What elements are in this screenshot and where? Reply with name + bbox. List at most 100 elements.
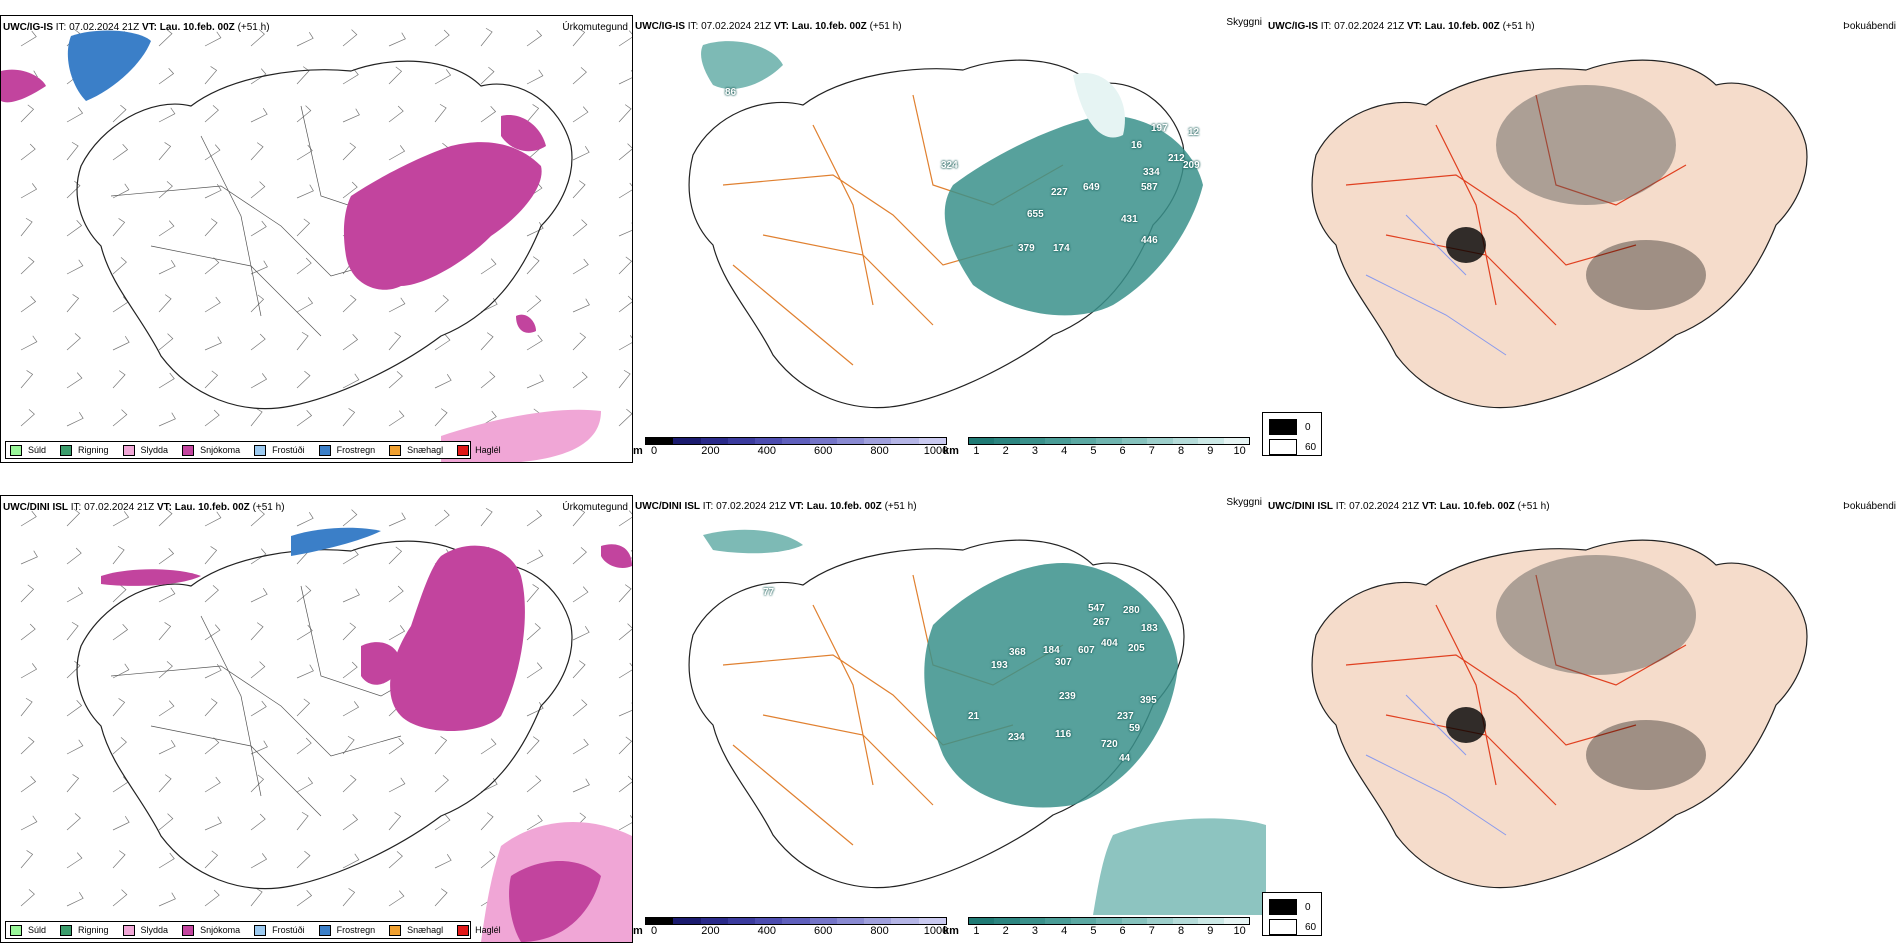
wind-barb xyxy=(388,890,405,907)
visibility-value-label: 307 xyxy=(1055,657,1072,668)
wind-barb xyxy=(572,508,586,527)
wind-barb xyxy=(342,29,358,47)
wind-barb xyxy=(112,584,127,603)
wind-barb xyxy=(204,546,218,565)
legend-label: Frostúði xyxy=(272,445,305,455)
colorbar-step xyxy=(918,438,946,444)
wind-barb xyxy=(204,850,219,869)
wind-barb xyxy=(296,297,314,313)
wind-barb xyxy=(250,509,265,527)
visibility-value-label: 655 xyxy=(1027,209,1044,220)
wind-barb xyxy=(296,184,314,199)
legend-swatch xyxy=(318,444,331,456)
legend-item: Súld xyxy=(10,444,46,456)
colorbar-tick: 400 xyxy=(757,925,776,937)
wind-barb xyxy=(434,509,450,527)
legend-label: Rigning xyxy=(78,445,109,455)
visibility-colorbar xyxy=(968,437,1250,445)
wind-barb xyxy=(296,144,313,161)
legend-swatch xyxy=(457,924,470,936)
wind-barb xyxy=(66,508,81,527)
wind-barb xyxy=(112,889,128,907)
wind-barb xyxy=(66,294,80,313)
colorbar-tick: 10 xyxy=(1233,925,1246,937)
wind-barb xyxy=(618,662,632,679)
wind-barb xyxy=(158,548,175,565)
wind-barb xyxy=(158,774,172,793)
wind-barb xyxy=(388,851,403,869)
panel-title: Úrkomutegund xyxy=(562,502,628,513)
wind-barb xyxy=(618,815,632,831)
fog-panel-1: UWC/IG-IS IT: 07.02.2024 21Z VT: Lau. 10… xyxy=(1266,15,1900,463)
wind-barb xyxy=(526,549,544,565)
wind-barb xyxy=(480,27,493,47)
wind-barb xyxy=(66,739,84,755)
wind-barb xyxy=(20,370,34,389)
legend-item: Snæhagl xyxy=(389,444,443,456)
wind-barb xyxy=(20,776,37,793)
wind-barb xyxy=(388,332,402,351)
visibility-value-label: 205 xyxy=(1128,643,1145,654)
wind-barb xyxy=(20,30,37,47)
colorbar-tick: 800 xyxy=(870,445,889,457)
wind-barb xyxy=(20,296,37,313)
wind-barb xyxy=(112,511,130,527)
colorbar-tick: 6 xyxy=(1119,445,1126,457)
fog-legend-swatch xyxy=(1269,419,1297,435)
wind-barb xyxy=(526,30,543,47)
wind-barb xyxy=(250,294,265,313)
wind-barb xyxy=(158,508,173,527)
visibility-value-label: 234 xyxy=(1008,732,1025,743)
colorbar-step xyxy=(727,438,756,444)
precip-panel-1: UWC/IG-IS IT: 07.02.2024 21Z VT: Lau. 10… xyxy=(0,15,633,463)
wind-barb xyxy=(66,813,81,831)
fog-legend-swatch xyxy=(1269,899,1297,915)
visibility-map-2 xyxy=(688,529,1266,915)
wind-barb xyxy=(296,32,314,47)
wind-barb xyxy=(388,512,406,527)
colorbar-tick: 7 xyxy=(1148,925,1155,937)
fog-legend-item: 60 xyxy=(1269,439,1316,455)
iceland-outline xyxy=(1311,59,1808,409)
wind-barb xyxy=(112,850,126,869)
panel-header: UWC/DINI ISL IT: 07.02.2024 21Z VT: Lau.… xyxy=(635,501,917,512)
colorbar-tick: 200 xyxy=(701,925,720,937)
visibility-map-1 xyxy=(688,41,1203,409)
wind-barb xyxy=(342,735,355,755)
visibility-value-label: 209 xyxy=(1183,160,1200,171)
colorbar-step xyxy=(755,438,783,444)
wind-barb xyxy=(342,509,358,527)
wind-barb xyxy=(20,409,35,427)
colorbar-step xyxy=(864,918,892,924)
wind-barb xyxy=(250,622,264,641)
wind-barb xyxy=(526,222,544,237)
wind-barb xyxy=(158,622,172,641)
visibility-value-label: 720 xyxy=(1101,739,1118,750)
wind-barb xyxy=(618,143,632,161)
wind-barb xyxy=(342,853,360,869)
colorbar-step xyxy=(809,438,837,444)
legend-swatch xyxy=(182,444,195,456)
wind-barb xyxy=(66,700,83,717)
wind-barb xyxy=(204,409,220,427)
wind-barb xyxy=(20,550,38,565)
legend-swatch xyxy=(60,924,73,936)
wind-barb xyxy=(342,548,359,565)
colorbar-step xyxy=(1121,918,1148,924)
wind-barb xyxy=(250,661,266,679)
wind-barb xyxy=(158,181,173,199)
wind-barb xyxy=(20,584,35,603)
wind-barb xyxy=(204,585,219,603)
wind-barb xyxy=(158,661,173,679)
visibility-value-label: 183 xyxy=(1141,623,1158,634)
fog-map-2 xyxy=(1311,539,1808,889)
wind-barb xyxy=(618,623,632,641)
colorbar-step xyxy=(1172,438,1199,444)
wind-barb xyxy=(158,412,176,427)
wind-barb xyxy=(20,663,38,679)
wind-barb xyxy=(204,624,221,641)
colorbar-tick: 4 xyxy=(1061,925,1068,937)
wind-barb xyxy=(388,145,406,161)
wind-barb xyxy=(112,737,127,755)
wind-barb xyxy=(388,105,404,123)
